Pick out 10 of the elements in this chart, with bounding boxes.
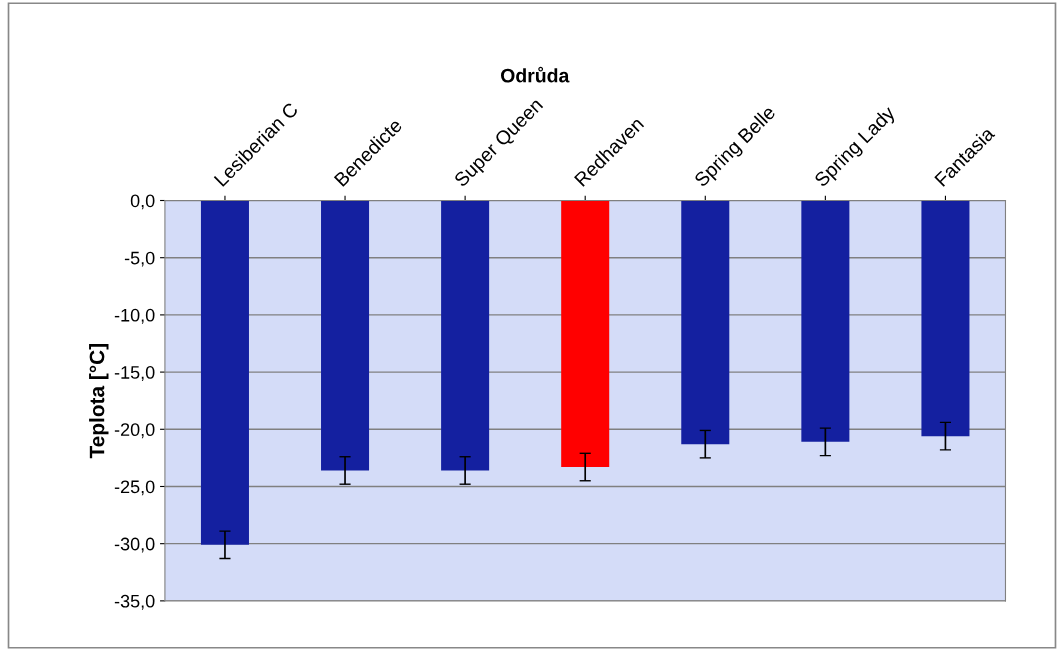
y-axis-title: Teplota [°C] — [89, 344, 109, 459]
y-tick-label: -15,0 — [114, 366, 155, 381]
y-tick-label: -30,0 — [114, 537, 155, 553]
y-tick-label: -10,0 — [114, 308, 155, 324]
y-tick-label: 0,0 — [130, 194, 155, 210]
y-tick-label: -5,0 — [124, 251, 155, 267]
y-tick-label: -25,0 — [114, 480, 155, 496]
y-tick-label: -20,0 — [114, 423, 155, 439]
x-axis-title: Odrůda — [501, 66, 570, 83]
y-tick-label: -35,0 — [114, 594, 155, 610]
